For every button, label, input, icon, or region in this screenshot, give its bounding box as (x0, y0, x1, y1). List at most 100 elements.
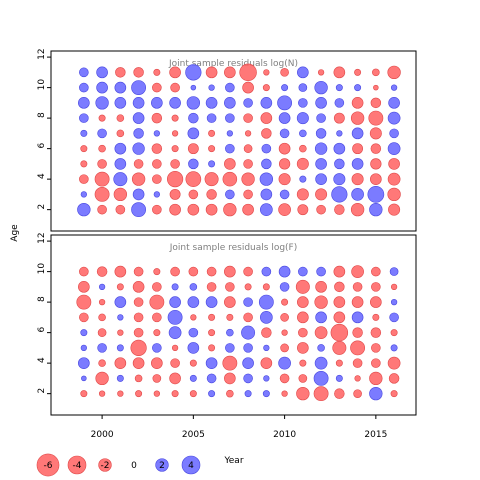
bubble-positive (77, 202, 91, 217)
bubble-negative (262, 84, 270, 92)
bubble-negative (388, 158, 400, 170)
bubble-negative (79, 174, 89, 184)
bubble-negative (350, 340, 366, 356)
bubble-positive (387, 142, 401, 155)
bubble-positive (262, 390, 270, 398)
bubble-positive (314, 80, 328, 95)
bubble-negative (116, 283, 124, 291)
bubble-negative (134, 374, 143, 383)
bubble-negative (242, 81, 254, 94)
bubble-positive (242, 357, 254, 369)
bubble-negative (152, 204, 162, 215)
bubble-negative (371, 358, 381, 368)
bubble-negative (116, 114, 125, 122)
y-tick-label: 6 (37, 142, 47, 148)
bubble-positive (243, 373, 253, 384)
bubble-positive (96, 81, 108, 94)
bubble-negative (167, 171, 184, 188)
bubble-negative (351, 173, 364, 186)
y-tick-label: 2 (37, 204, 47, 210)
bubble-negative (299, 359, 307, 367)
bubble-positive (152, 343, 162, 353)
bubble-negative (117, 390, 124, 397)
bubble-negative (78, 281, 90, 293)
bubble-negative (243, 189, 253, 200)
bubble-negative (352, 282, 363, 292)
bubble-positive (205, 296, 218, 308)
bubble-negative (244, 283, 252, 291)
bubble-positive (315, 97, 327, 109)
bubble-positive (390, 298, 398, 306)
bubble-negative (132, 357, 145, 369)
bubble-positive (185, 64, 202, 81)
y-tick-label: 12 (37, 232, 47, 243)
bubble-positive (388, 97, 400, 109)
bubble-positive (279, 128, 290, 139)
size-legend: -6 -4 -2 0 2 4 (36, 453, 201, 477)
bubble-positive (208, 390, 216, 398)
bubble-negative (390, 283, 398, 291)
bubble-negative (130, 339, 147, 356)
bubble-negative (370, 173, 382, 185)
bubble-negative (369, 371, 383, 386)
bubble-positive (315, 311, 327, 324)
bubble-negative (190, 314, 197, 321)
legend-bubble-positive (181, 455, 201, 475)
bubble-negative (98, 390, 106, 397)
bubble-positive (78, 357, 90, 369)
legend-label: 0 (131, 461, 137, 471)
bubble-negative (388, 373, 400, 384)
bubble-positive (226, 328, 234, 337)
bubble-positive (153, 191, 160, 198)
bubble-positive (224, 97, 236, 109)
bubble-positive (315, 158, 327, 170)
bubble-negative (223, 202, 237, 217)
bubble-positive (187, 342, 200, 354)
bubble-positive (389, 312, 399, 323)
bubble-negative (131, 172, 146, 186)
bubble-negative (243, 159, 253, 169)
bubble-negative (297, 311, 309, 324)
x-tick-label: 2015 (364, 430, 387, 440)
legend-label: 2 (159, 461, 165, 471)
bubble-negative (187, 203, 200, 216)
bubble-negative (316, 204, 326, 215)
bubble-negative (313, 386, 329, 402)
bubble-negative (298, 327, 308, 338)
y-tick-label: 8 (37, 112, 47, 118)
bubble-negative (98, 298, 106, 306)
bubble-negative (95, 371, 109, 386)
bubble-negative (296, 157, 309, 170)
bubble-negative (151, 112, 163, 124)
bubble-negative (387, 356, 401, 370)
bubble-positive (354, 84, 362, 92)
bubble-positive (281, 84, 289, 92)
bubble-negative (171, 114, 179, 122)
bubble-negative (351, 296, 364, 308)
bubble-negative (333, 311, 346, 324)
bubble-positive (113, 172, 128, 187)
bubble-negative (114, 357, 127, 369)
legend-label: -6 (44, 461, 53, 471)
bubble-negative (226, 389, 234, 398)
bubble-negative (261, 327, 272, 338)
bubble-positive (315, 173, 327, 185)
bubble-negative (170, 82, 180, 93)
bubble-positive (225, 189, 235, 200)
bubble-positive (243, 297, 253, 307)
bubble-negative (153, 329, 161, 337)
bubble-negative (242, 203, 254, 216)
bubble-positive (263, 375, 270, 382)
bubble-negative (170, 266, 180, 277)
bubble-negative (115, 204, 126, 215)
bubble-positive (205, 97, 218, 109)
bubble-positive (390, 84, 398, 91)
bubble-negative (387, 172, 401, 186)
bubble-positive (278, 112, 291, 124)
bubble-positive (263, 344, 270, 352)
bubble-negative (260, 112, 273, 124)
panel-frame (50, 234, 417, 416)
bubble-negative (352, 143, 364, 155)
